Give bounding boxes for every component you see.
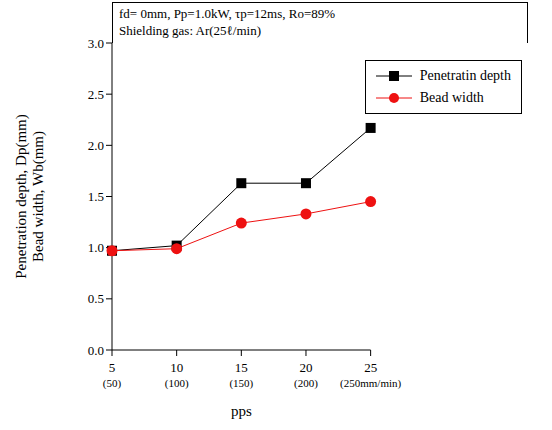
svg-text:2.0: 2.0: [88, 138, 104, 153]
svg-text:15: 15: [235, 360, 248, 375]
svg-text:(100): (100): [165, 377, 189, 390]
svg-text:(250mm/min): (250mm/min): [340, 377, 401, 390]
svg-text:Penetration depth, Dp(mm): Penetration depth, Dp(mm): [13, 114, 30, 279]
svg-text:20: 20: [299, 360, 312, 375]
svg-text:pps: pps: [231, 403, 252, 419]
svg-text:(50): (50): [103, 377, 122, 390]
svg-text:10: 10: [170, 360, 183, 375]
svg-text:(150): (150): [229, 377, 253, 390]
html-text:Bead width: Bead width: [419, 90, 484, 105]
svg-text:1.0: 1.0: [88, 240, 104, 255]
html-text:Penetratin depth: Penetratin depth: [419, 68, 511, 83]
svg-text:3.0: 3.0: [88, 36, 104, 51]
svg-text:1.5: 1.5: [88, 189, 104, 204]
html-text:fd= 0mm, Pp=1.0kW, τp=12ms, Ro: fd= 0mm, Pp=1.0kW, τp=12ms, Ro=89%: [119, 6, 336, 21]
svg-text:Bead width, Wb(mm): Bead width, Wb(mm): [30, 131, 47, 262]
svg-text:0.5: 0.5: [88, 291, 104, 306]
svg-text:2.5: 2.5: [88, 87, 104, 102]
html-text:Shielding gas: Ar(25ℓ/min): Shielding gas: Ar(25ℓ/min): [119, 23, 261, 38]
svg-text:0.0: 0.0: [88, 343, 104, 358]
svg-text:25: 25: [364, 360, 377, 375]
svg-text:(200): (200): [294, 377, 318, 390]
svg-text:5: 5: [109, 360, 116, 375]
